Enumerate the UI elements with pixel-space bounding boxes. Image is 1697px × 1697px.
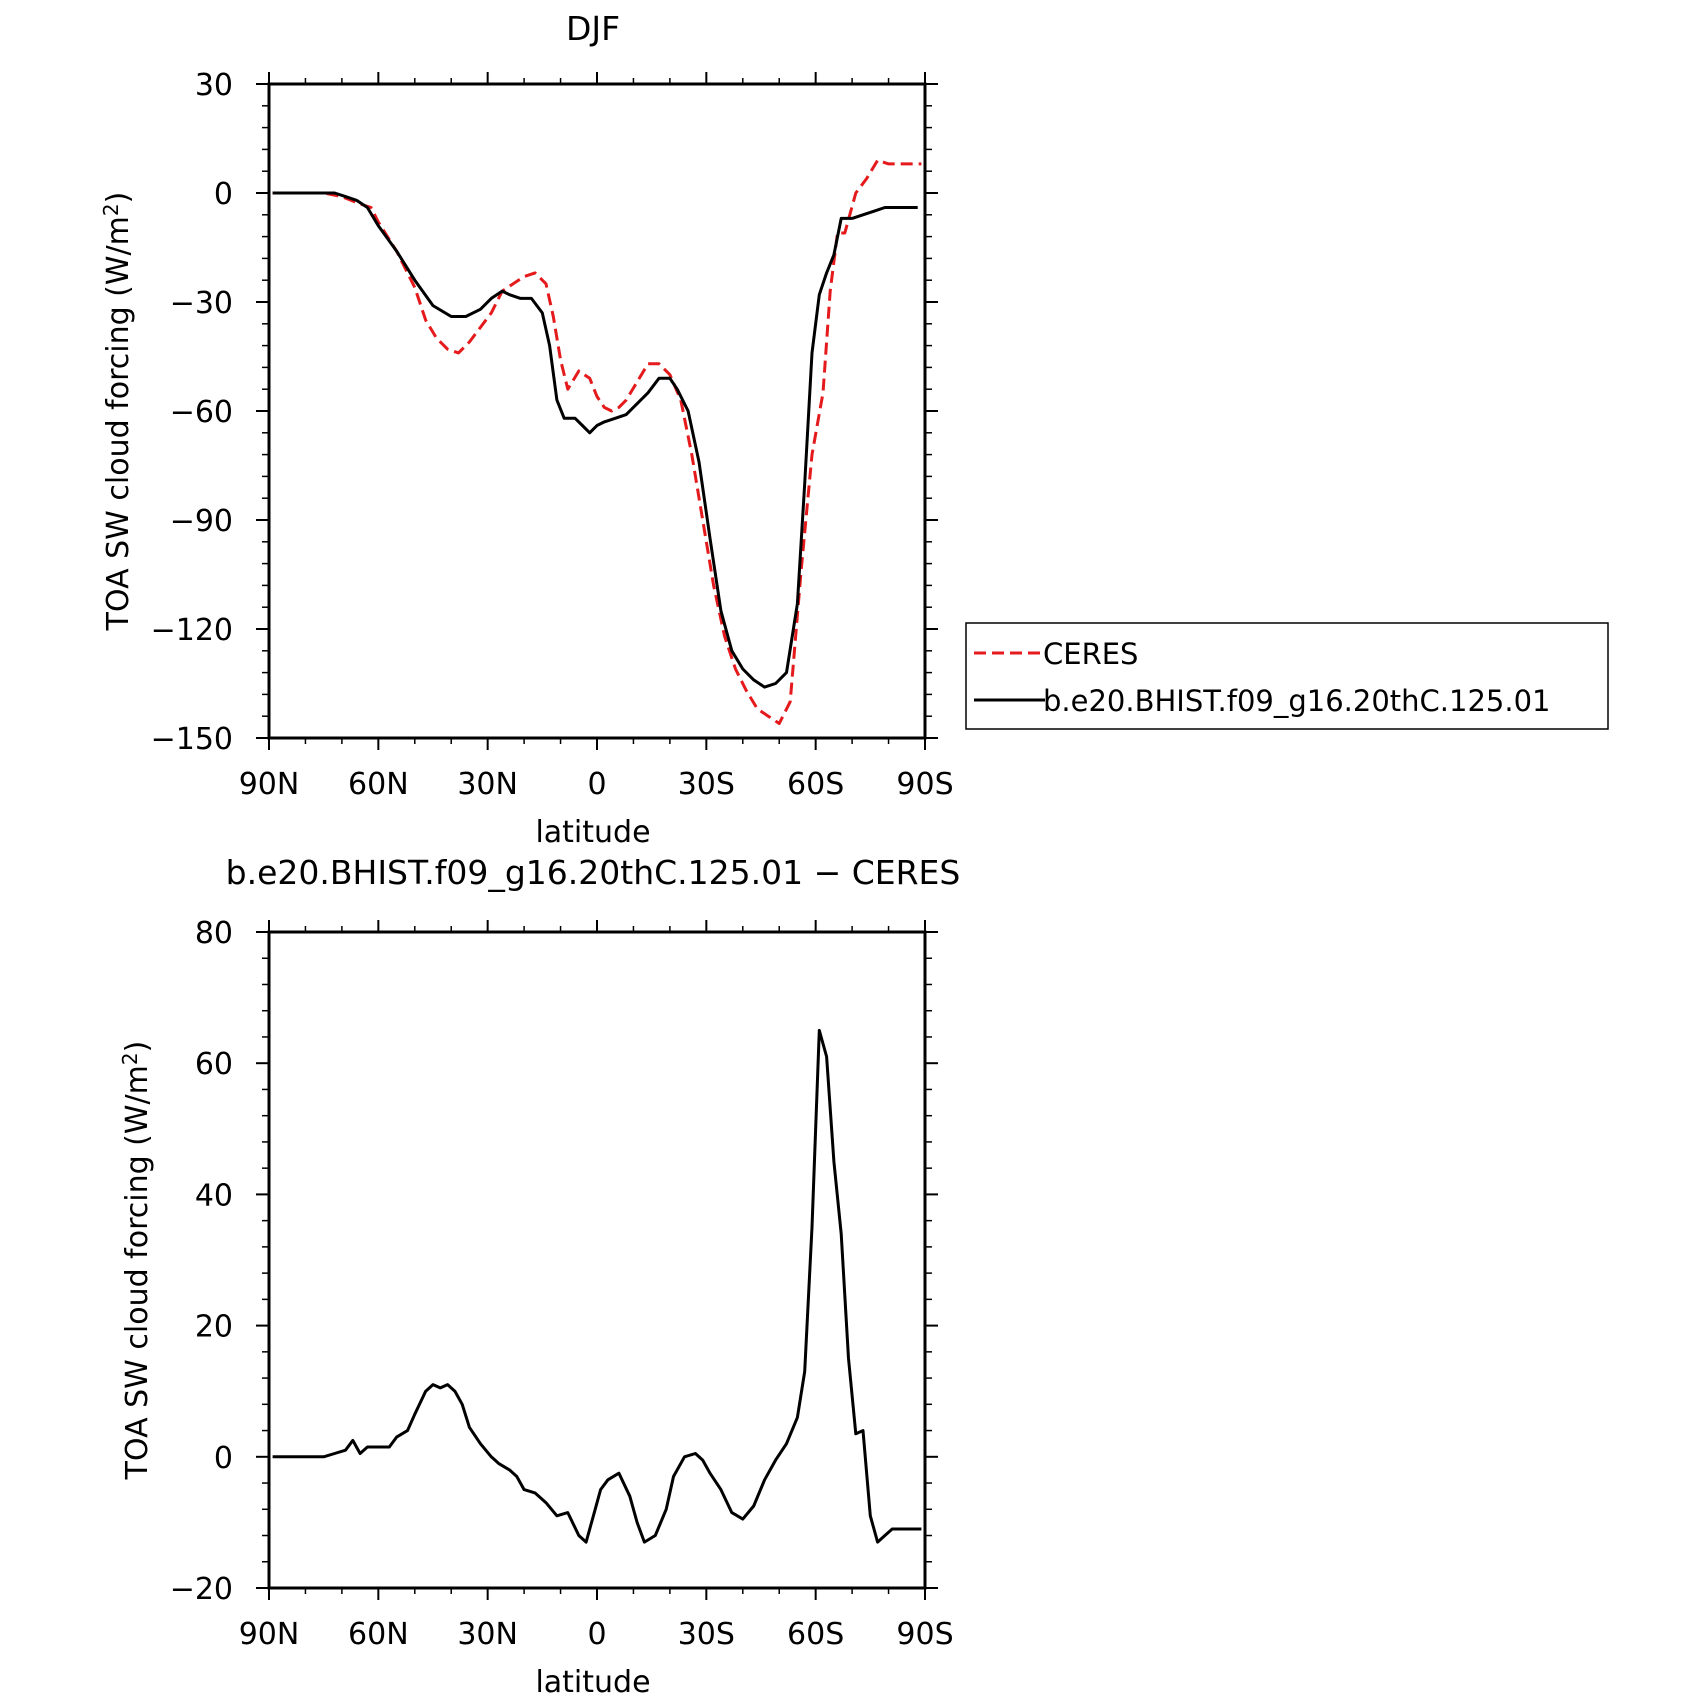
top-ytick-label: −90 [170, 504, 233, 539]
top-ytick-label: −60 [170, 395, 233, 430]
bottom-ytick-label: 0 [214, 1441, 233, 1476]
top-chart-panel: DJF 90N 60N 30N 0 30S 60S 90S 30 0 −30 −60 −90 −120 −… [99, 9, 1609, 850]
top-xtick-label: 30S [678, 767, 735, 802]
bottom-chart-ylabel-close: ) [120, 1041, 155, 1053]
top-xtick-label: 90S [896, 767, 953, 802]
bottom-xtick-label: 60S [787, 1617, 844, 1652]
bottom-chart-series [272, 1028, 922, 1544]
legend-label-model: b.e20.BHIST.f09_g16.20thC.125.01 [1043, 684, 1550, 718]
bottom-ytick-label: 60 [195, 1047, 233, 1082]
top-series-line-0 [272, 158, 922, 725]
top-chart-title: DJF [566, 9, 620, 48]
bottom-xtick-label: 90S [896, 1617, 953, 1652]
bottom-ytick-label: −20 [170, 1572, 233, 1607]
bottom-xtick-label: 60N [348, 1617, 409, 1652]
top-chart-ylabel-close: ) [101, 192, 136, 204]
bottom-chart-title: b.e20.BHIST.f09_g16.20thC.125.01 − CERES [226, 853, 961, 892]
top-chart-ylabel-sup: 2 [99, 203, 123, 216]
top-xtick-label: 90N [239, 767, 300, 802]
top-xtick-label: 60S [787, 767, 844, 802]
legend-label-ceres: CERES [1043, 637, 1138, 671]
top-ytick-label: −150 [151, 722, 233, 757]
bottom-xtick-label: 30N [457, 1617, 518, 1652]
top-chart-series [272, 158, 922, 725]
bottom-chart-ylabel: TOA SW cloud forcing (W/m2) [118, 1041, 155, 1481]
bottom-ytick-label: 20 [195, 1310, 233, 1345]
top-xtick-label: 30N [457, 767, 518, 802]
bottom-xtick-label: 0 [587, 1617, 606, 1652]
top-chart-xlabel: latitude [535, 815, 650, 850]
bottom-ytick-label: 40 [195, 1178, 233, 1213]
bottom-chart-frame [267, 930, 927, 1590]
bottom-chart-axes: 90N 60N 30N 0 30S 60S 90S 80 60 40 20 0 −20 [170, 916, 954, 1652]
top-ytick-label: −30 [170, 286, 233, 321]
bottom-chart-panel: b.e20.BHIST.f09_g16.20thC.125.01 − CERES… [118, 853, 960, 1697]
legend-box [965, 622, 1609, 730]
bottom-ytick-label: 80 [195, 916, 233, 951]
top-series-line-1 [272, 191, 918, 689]
top-ytick-label: 0 [214, 177, 233, 212]
top-chart-ylabel: TOA SW cloud forcing (W/m2) [99, 192, 136, 632]
bottom-xtick-label: 90N [239, 1617, 300, 1652]
bottom-chart-ylabel-main: TOA SW cloud forcing (W/m [120, 1065, 155, 1480]
top-ytick-label: −120 [151, 613, 233, 648]
bottom-chart-ylabel-sup: 2 [118, 1052, 142, 1065]
bottom-chart-xlabel: latitude [535, 1665, 650, 1697]
top-xtick-label: 60N [348, 767, 409, 802]
bottom-xtick-label: 30S [678, 1617, 735, 1652]
top-xtick-label: 0 [587, 767, 606, 802]
legend: CERES b.e20.BHIST.f09_g16.20thC.125.01 [965, 622, 1609, 730]
top-ytick-label: 30 [195, 68, 233, 103]
top-chart-axes: 90N 60N 30N 0 30S 60S 90S 30 0 −30 −60 −90 −120 −150 [151, 68, 954, 802]
top-chart-frame [267, 82, 927, 740]
top-chart-ylabel-main: TOA SW cloud forcing (W/m [101, 216, 136, 631]
bottom-series-line-0 [272, 1028, 922, 1544]
